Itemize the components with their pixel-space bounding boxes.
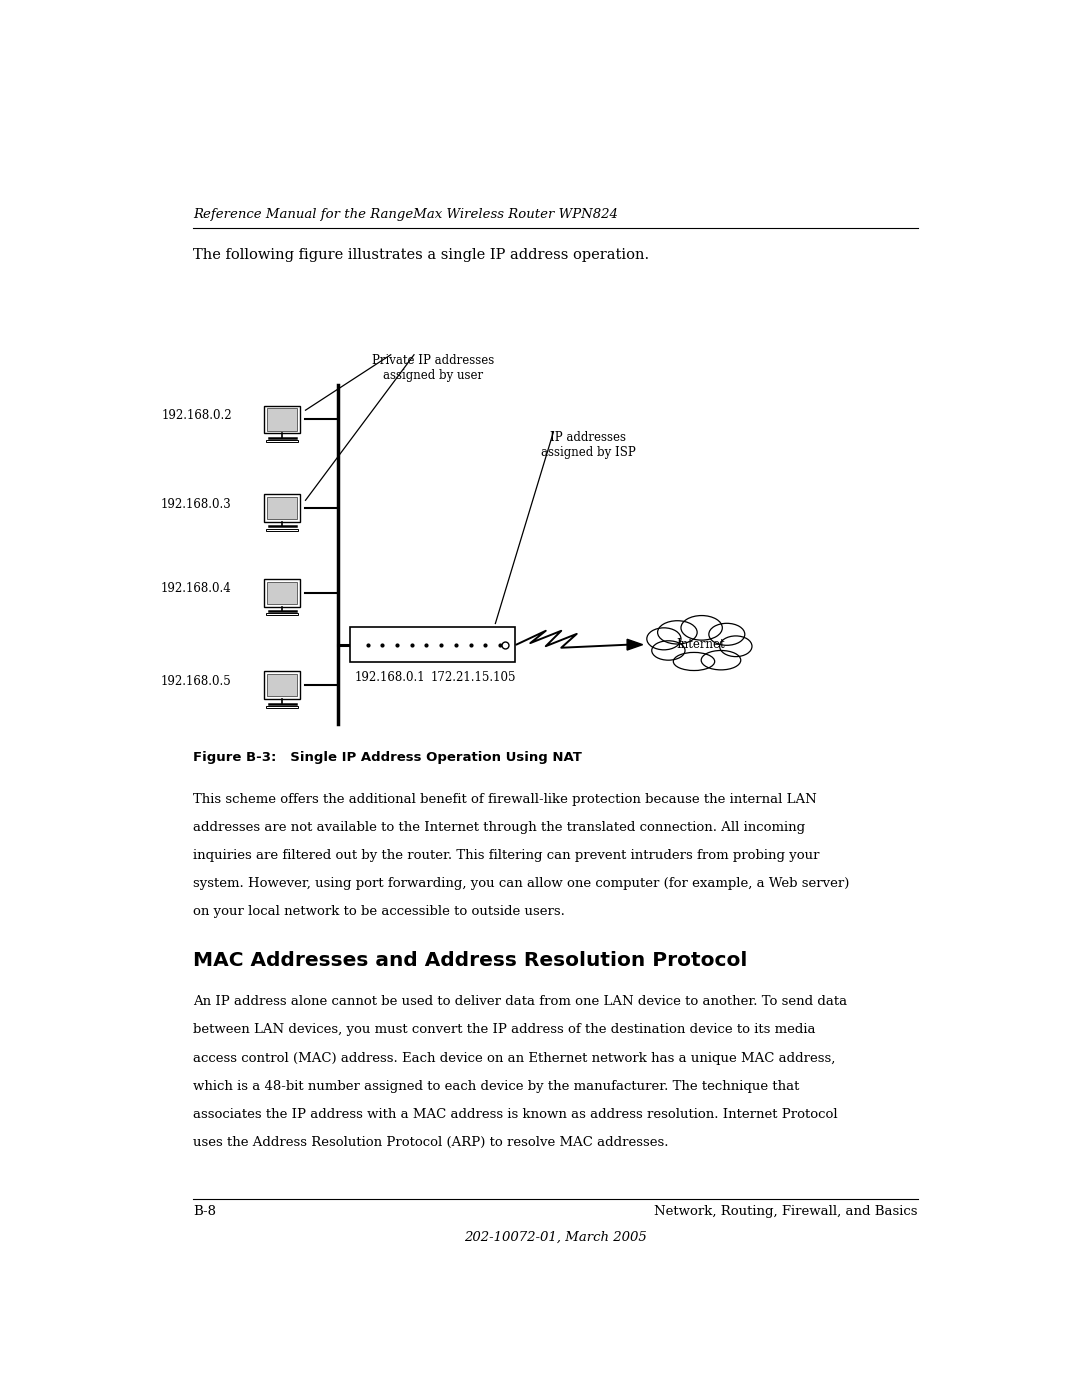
Ellipse shape bbox=[673, 652, 715, 671]
FancyBboxPatch shape bbox=[350, 627, 515, 662]
FancyBboxPatch shape bbox=[267, 705, 298, 708]
Text: An IP address alone cannot be used to deliver data from one LAN device to anothe: An IP address alone cannot be used to de… bbox=[193, 996, 847, 1009]
FancyBboxPatch shape bbox=[265, 405, 300, 433]
Text: 192.168.0.5: 192.168.0.5 bbox=[161, 675, 232, 687]
Text: MAC Addresses and Address Resolution Protocol: MAC Addresses and Address Resolution Pro… bbox=[193, 951, 747, 970]
Text: addresses are not available to the Internet through the translated connection. A: addresses are not available to the Inter… bbox=[193, 821, 806, 834]
FancyBboxPatch shape bbox=[267, 581, 297, 604]
FancyBboxPatch shape bbox=[267, 613, 298, 615]
Ellipse shape bbox=[656, 612, 745, 678]
FancyBboxPatch shape bbox=[265, 671, 300, 698]
FancyBboxPatch shape bbox=[265, 578, 300, 606]
Text: Reference Manual for the RangeMax Wireless Router WPN824: Reference Manual for the RangeMax Wirele… bbox=[193, 208, 618, 221]
Text: which is a 48-bit number assigned to each device by the manufacturer. The techni: which is a 48-bit number assigned to eac… bbox=[193, 1080, 799, 1092]
FancyBboxPatch shape bbox=[267, 497, 297, 520]
Text: access control (MAC) address. Each device on an Ethernet network has a unique MA: access control (MAC) address. Each devic… bbox=[193, 1052, 836, 1065]
FancyBboxPatch shape bbox=[267, 528, 298, 531]
Ellipse shape bbox=[658, 620, 698, 644]
Text: Internet: Internet bbox=[676, 638, 725, 651]
Text: system. However, using port forwarding, you can allow one computer (for example,: system. However, using port forwarding, … bbox=[193, 877, 850, 890]
Text: 192.168.0.1: 192.168.0.1 bbox=[354, 671, 424, 685]
Text: associates the IP address with a MAC address is known as address resolution. Int: associates the IP address with a MAC add… bbox=[193, 1108, 838, 1120]
Polygon shape bbox=[627, 640, 643, 650]
FancyBboxPatch shape bbox=[265, 495, 300, 522]
Text: B-8: B-8 bbox=[193, 1204, 216, 1218]
Text: Figure B-3:   Single IP Address Operation Using NAT: Figure B-3: Single IP Address Operation … bbox=[193, 750, 582, 764]
Text: Private IP addresses
assigned by user: Private IP addresses assigned by user bbox=[373, 353, 495, 381]
Text: uses the Address Resolution Protocol (ARP) to resolve MAC addresses.: uses the Address Resolution Protocol (AR… bbox=[193, 1136, 669, 1148]
FancyBboxPatch shape bbox=[267, 673, 297, 696]
Ellipse shape bbox=[701, 651, 741, 671]
Text: Network, Routing, Firewall, and Basics: Network, Routing, Firewall, and Basics bbox=[654, 1204, 918, 1218]
Text: 192.168.0.3: 192.168.0.3 bbox=[161, 497, 232, 511]
Text: between LAN devices, you must convert the IP address of the destination device t: between LAN devices, you must convert th… bbox=[193, 1024, 815, 1037]
Ellipse shape bbox=[719, 636, 752, 657]
Text: 192.168.0.2: 192.168.0.2 bbox=[161, 409, 232, 422]
Text: inquiries are filtered out by the router. This filtering can prevent intruders f: inquiries are filtered out by the router… bbox=[193, 849, 820, 862]
FancyBboxPatch shape bbox=[267, 440, 298, 441]
Ellipse shape bbox=[708, 623, 745, 645]
Text: This scheme offers the additional benefit of firewall-like protection because th: This scheme offers the additional benefi… bbox=[193, 793, 816, 806]
Text: IP addresses
assigned by ISP: IP addresses assigned by ISP bbox=[541, 432, 636, 460]
Text: 172.21.15.105: 172.21.15.105 bbox=[431, 671, 516, 685]
Text: on your local network to be accessible to outside users.: on your local network to be accessible t… bbox=[193, 905, 565, 918]
Text: The following figure illustrates a single IP address operation.: The following figure illustrates a singl… bbox=[193, 249, 649, 263]
Text: 202-10072-01, March 2005: 202-10072-01, March 2005 bbox=[464, 1231, 647, 1243]
Ellipse shape bbox=[651, 641, 685, 661]
Ellipse shape bbox=[681, 616, 723, 640]
Text: 192.168.0.4: 192.168.0.4 bbox=[161, 583, 232, 595]
Ellipse shape bbox=[647, 627, 681, 650]
FancyBboxPatch shape bbox=[267, 408, 297, 430]
